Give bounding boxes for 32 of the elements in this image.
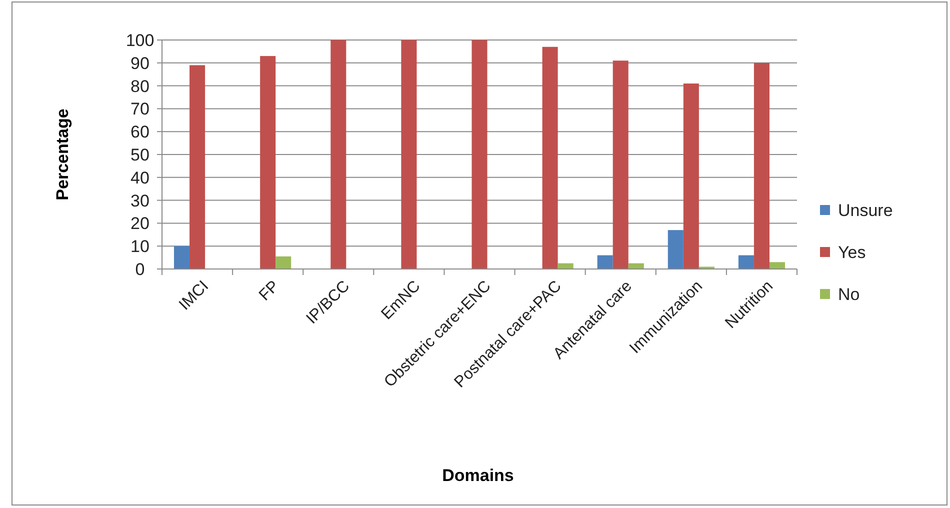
bar	[668, 230, 684, 269]
bar	[174, 246, 190, 269]
bar	[754, 62, 770, 269]
legend-label: No	[838, 284, 860, 304]
y-tick-label: 50	[130, 145, 150, 164]
y-tick-label: 60	[130, 122, 150, 142]
bar	[542, 46, 558, 269]
bar	[738, 255, 754, 269]
y-tick-label: 0	[135, 260, 145, 279]
y-tick-label: 30	[130, 191, 150, 210]
y-tick-label: 100	[126, 30, 154, 50]
bar	[276, 256, 292, 269]
x-tick-label: FP	[256, 278, 283, 304]
legend-label: Yes	[838, 242, 866, 262]
y-axis-title: Percentage	[53, 108, 72, 200]
y-tick-label: 80	[130, 76, 150, 96]
y-tick-label: 40	[130, 168, 150, 188]
y-tick-label: 10	[130, 237, 150, 256]
y-tick-label: 20	[130, 214, 150, 234]
bar	[401, 40, 417, 269]
bar	[683, 84, 699, 269]
bar	[260, 56, 276, 269]
y-tick-label: 90	[130, 54, 150, 73]
bar	[190, 65, 206, 269]
y-tick-label: 70	[130, 100, 150, 119]
legend-label: Unsure	[838, 200, 893, 220]
bar	[597, 255, 613, 269]
x-axis-title: Domains	[442, 466, 514, 485]
bar	[330, 40, 346, 269]
bar	[769, 262, 786, 269]
bar	[612, 60, 628, 269]
bar	[472, 40, 488, 269]
